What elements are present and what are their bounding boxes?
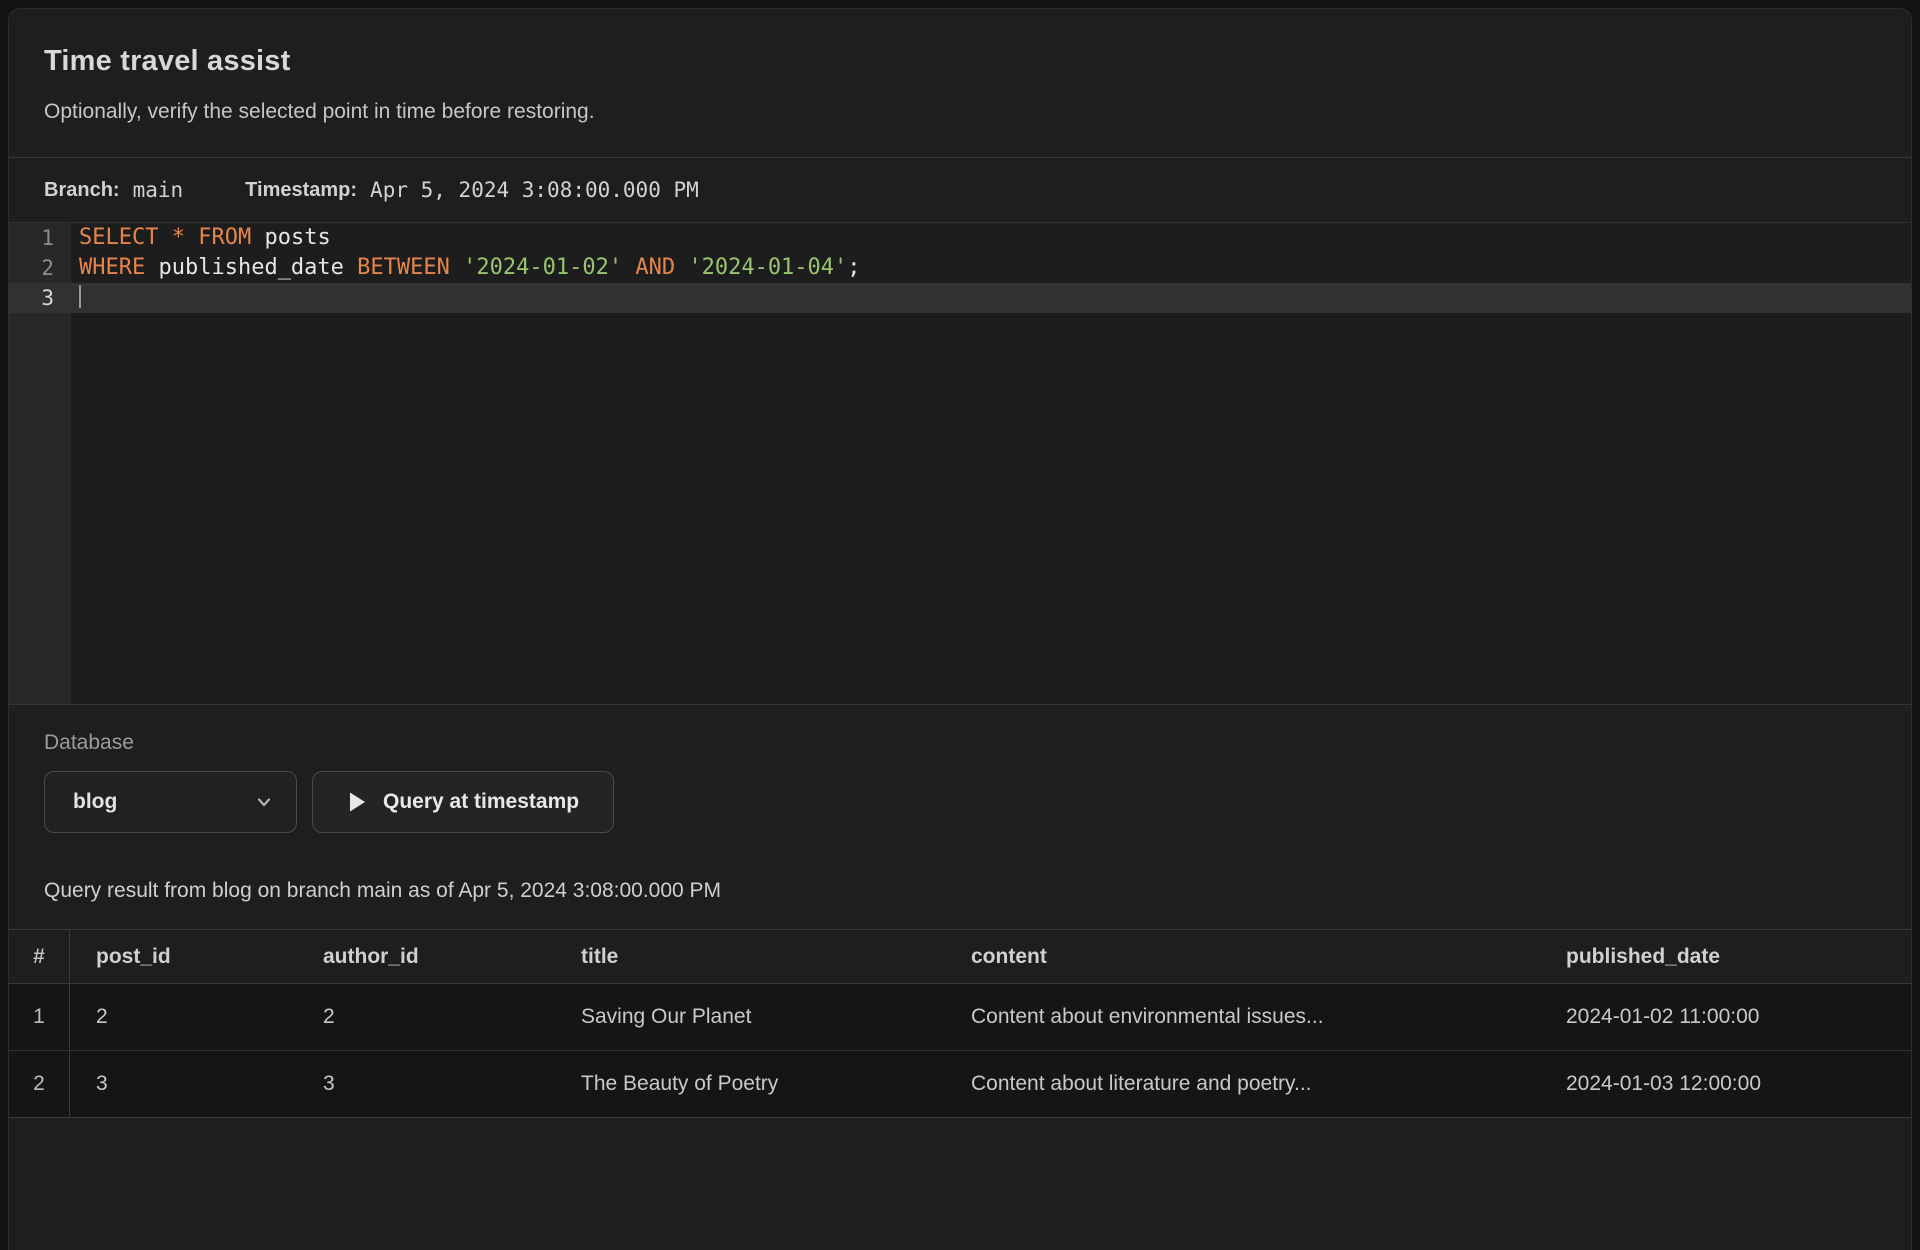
code-token: *	[171, 225, 185, 250]
code-token	[675, 255, 688, 280]
database-label: Database	[44, 731, 134, 754]
table-cell: 3	[323, 1072, 335, 1095]
run-button-label: Query at timestamp	[383, 790, 580, 813]
database-select[interactable]: blog	[44, 771, 297, 833]
code-token: BETWEEN	[357, 255, 450, 280]
table-header-cell: post_id	[96, 944, 171, 968]
code-token: AND	[635, 255, 676, 280]
database-select-value: blog	[73, 790, 118, 813]
code-token: FROM	[198, 225, 252, 250]
table-cell: 2	[96, 1005, 108, 1028]
table-cell: 2024-01-02 11:00:00	[1566, 1005, 1760, 1028]
table-cell: 2024-01-03 12:00:00	[1566, 1072, 1761, 1095]
table-row: 2 3 3 The Beauty of Poetry Content about lit…	[9, 1051, 1911, 1118]
code-content	[71, 283, 81, 313]
page-title: Time travel assist	[44, 45, 291, 77]
table-header-row: # post_id author_id title content published_d…	[9, 929, 1911, 984]
table-header-cell: content	[971, 944, 1047, 968]
branch-value: main	[132, 178, 184, 202]
timestamp-value: Apr 5, 2024 3:08:00.000 PM	[370, 178, 699, 202]
code-content: WHERE published_date BETWEEN '2024-01-02…	[71, 253, 861, 283]
editor-lines: 1 SELECT * FROM posts 2 WHERE published_dat…	[9, 223, 1911, 313]
code-line[interactable]: 2 WHERE published_date BETWEEN '2024-01-0…	[9, 253, 1911, 283]
code-token	[185, 225, 198, 250]
branch-label: Branch:	[44, 178, 120, 201]
table-cell: Saving Our Planet	[581, 1005, 752, 1028]
code-token: published_date	[158, 255, 344, 280]
table-cell: 3	[96, 1072, 108, 1095]
controls-row: blog Query at timestamp	[44, 771, 1911, 833]
code-token	[450, 255, 463, 280]
table-header-cell: title	[581, 944, 619, 968]
bottom-spacer	[9, 1118, 1911, 1250]
time-travel-assist-panel: Time travel assist Optionally, verify th…	[8, 8, 1912, 1250]
play-icon	[347, 791, 367, 813]
code-line[interactable]: 1 SELECT * FROM posts	[9, 223, 1911, 253]
table-header-cell: published_date	[1566, 944, 1721, 968]
code-content: SELECT * FROM posts	[71, 223, 331, 253]
row-number-cell: 1	[9, 984, 70, 1050]
line-number: 3	[41, 286, 54, 310]
table-header-cell: author_id	[323, 944, 419, 968]
table-cell: Content about literature and poetry...	[971, 1072, 1312, 1095]
code-token: '2024-01-02'	[463, 255, 623, 280]
code-token	[622, 255, 635, 280]
table-header-cell: #	[9, 930, 70, 983]
table-row: 1 2 2 Saving Our Planet Content about enviro…	[9, 984, 1911, 1051]
sql-editor[interactable]: 1 SELECT * FROM posts 2 WHERE published_dat…	[9, 223, 1911, 705]
timestamp-group: Timestamp: Apr 5, 2024 3:08:00.000 PM	[245, 178, 699, 202]
table-cell: 2	[323, 1005, 335, 1028]
timestamp-label: Timestamp:	[245, 178, 358, 201]
code-line[interactable]: 3	[9, 283, 1911, 313]
line-number: 1	[41, 226, 54, 250]
meta-bar: Branch: main Timestamp: Apr 5, 2024 3:08…	[9, 158, 1911, 223]
code-token: WHERE	[79, 255, 146, 280]
code-token	[158, 225, 171, 250]
page-subtitle: Optionally, verify the selected point in…	[44, 100, 595, 123]
code-token	[251, 225, 264, 250]
query-at-timestamp-button[interactable]: Query at timestamp	[312, 771, 615, 833]
code-token: posts	[264, 225, 331, 250]
code-token	[344, 255, 357, 280]
code-token: ;	[847, 255, 861, 280]
table-cell: The Beauty of Poetry	[581, 1072, 779, 1095]
code-token	[145, 255, 158, 280]
query-result-summary: Query result from blog on branch main as…	[44, 879, 722, 902]
panel-header: Time travel assist Optionally, verify th…	[9, 9, 1911, 158]
line-number: 2	[41, 256, 54, 280]
database-section: Database blog Query at timestamp Que	[9, 705, 1911, 929]
editor-cursor	[79, 285, 81, 308]
row-number-cell: 2	[9, 1051, 70, 1117]
code-token: '2024-01-04'	[688, 255, 848, 280]
branch-group: Branch: main	[44, 178, 183, 202]
code-token: SELECT	[79, 225, 159, 250]
chevron-down-icon	[254, 792, 274, 812]
table-cell: Content about environmental issues...	[971, 1005, 1324, 1028]
